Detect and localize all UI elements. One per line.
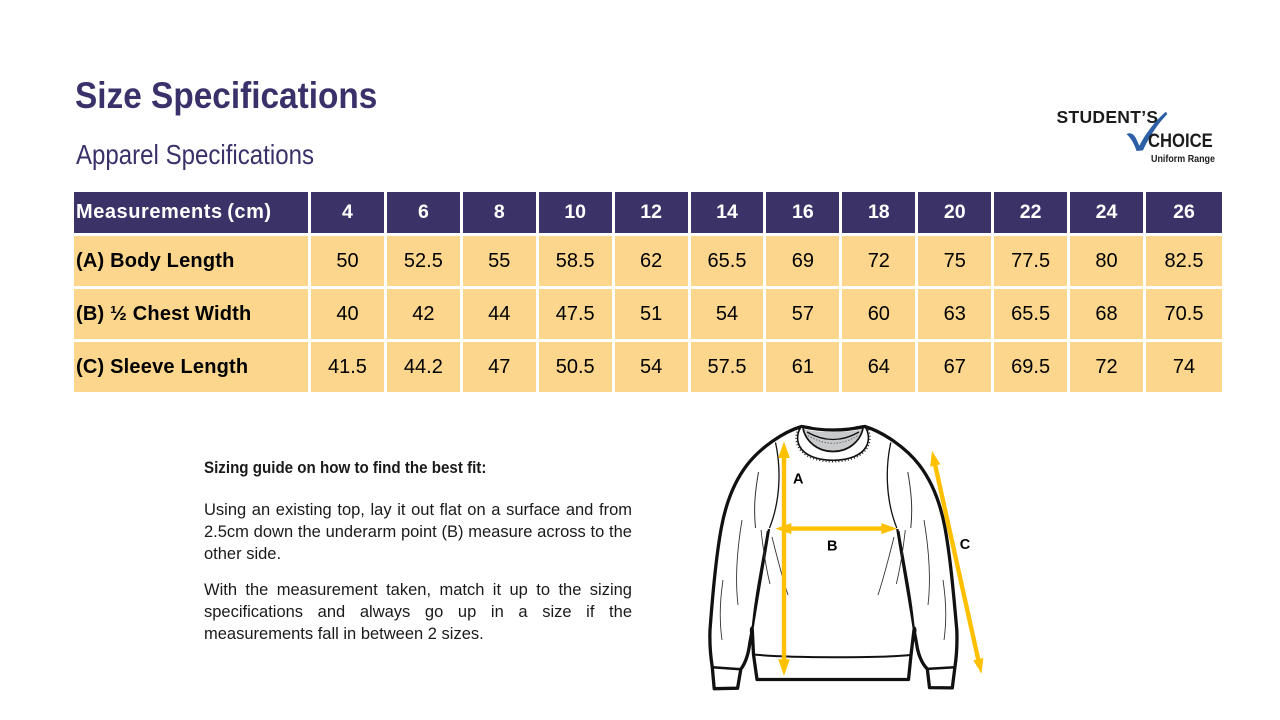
svg-text:C: C <box>960 537 971 553</box>
svg-text:B: B <box>827 539 837 555</box>
svg-text:A: A <box>793 472 804 488</box>
